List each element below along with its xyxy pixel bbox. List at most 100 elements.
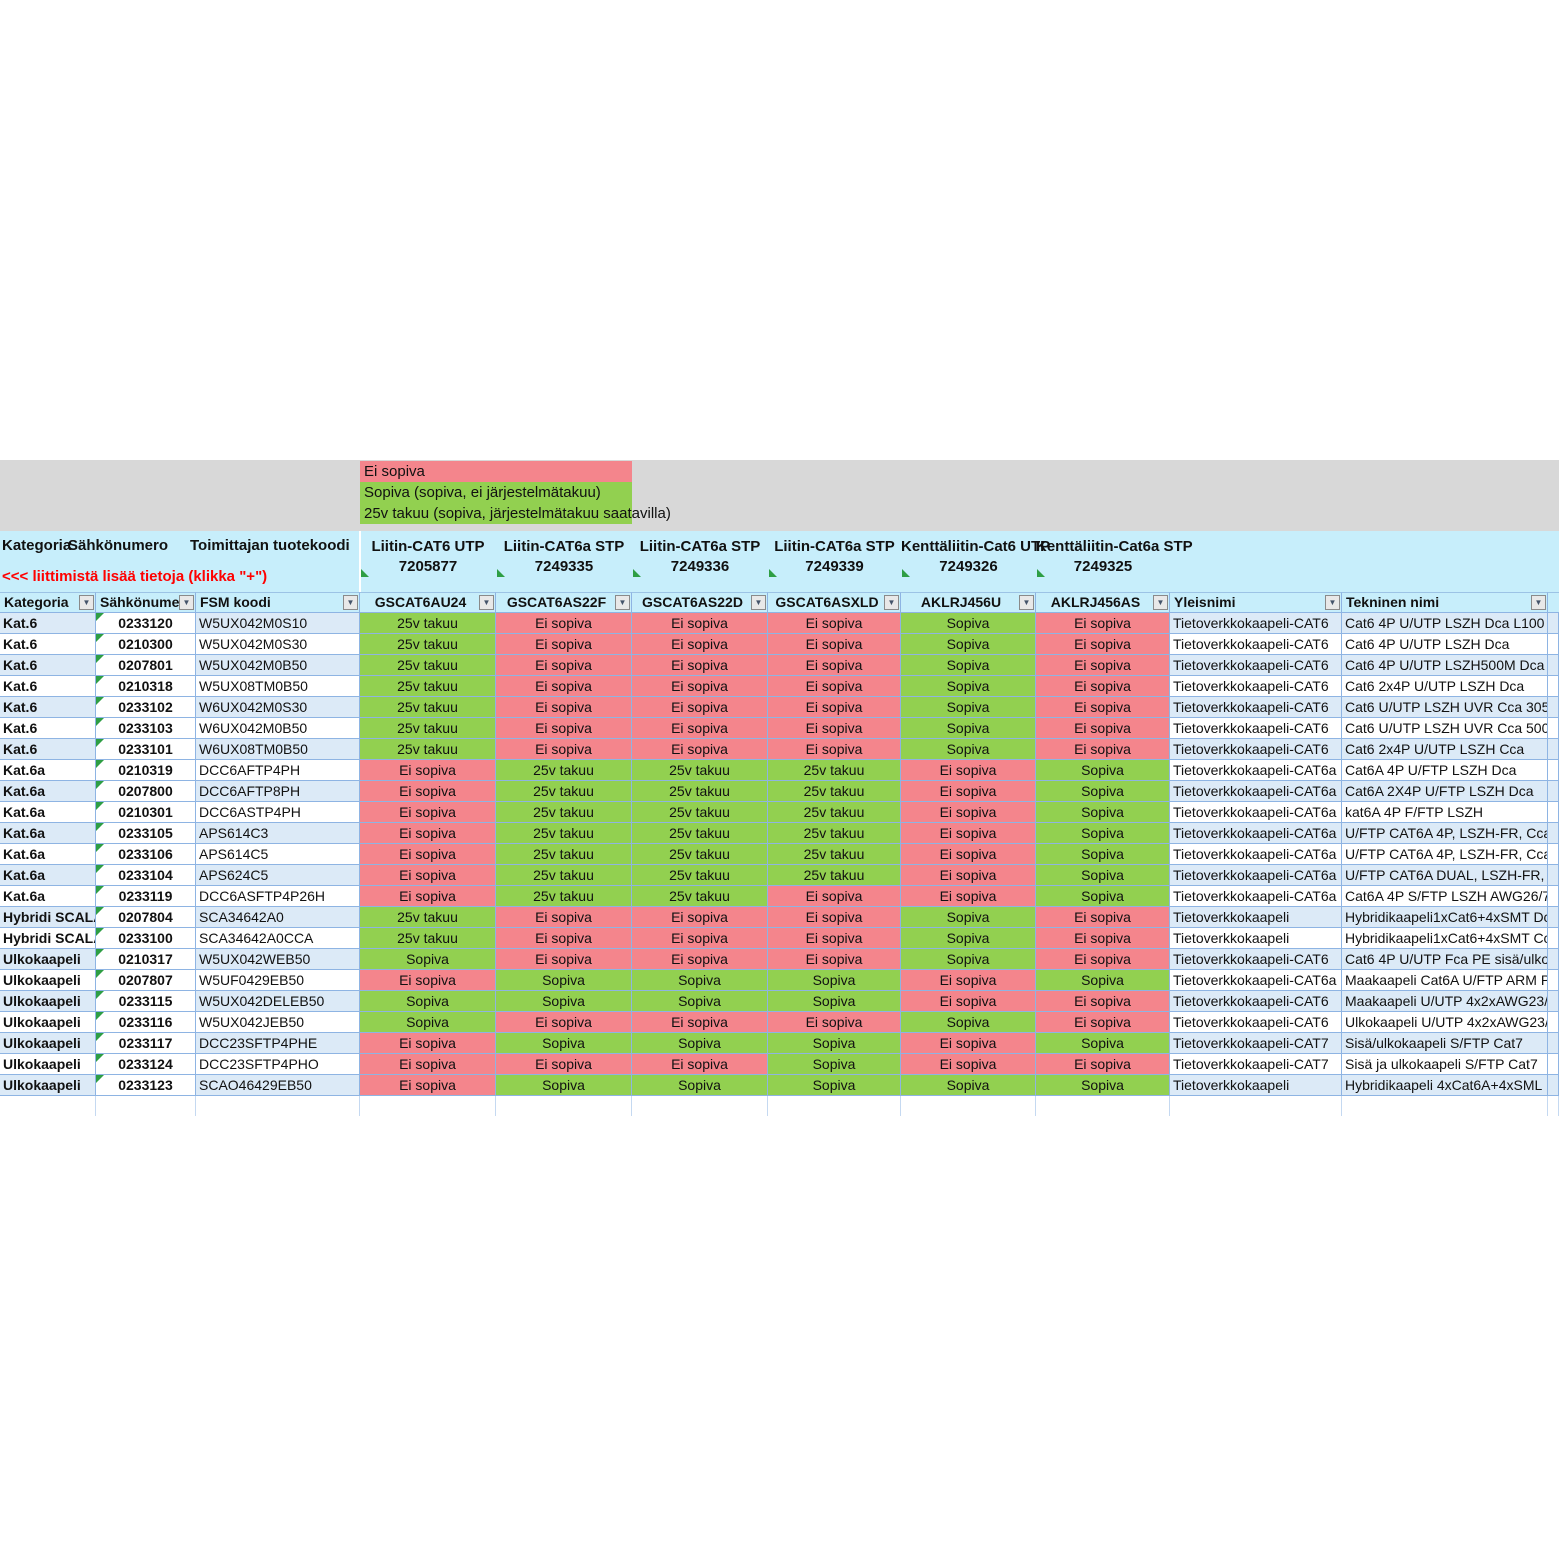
cell-category[interactable]: Kat.6a: [0, 844, 96, 865]
cell-electric-number[interactable]: 0233104: [96, 865, 196, 886]
cell-compatibility-status[interactable]: Ei sopiva: [1036, 718, 1170, 739]
cell-technical-name[interactable]: Cat6 U/UTP LSZH UVR Cca 500m: [1342, 718, 1548, 739]
cell-compatibility-status[interactable]: Ei sopiva: [901, 1033, 1036, 1054]
cell-common-name[interactable]: Tietoverkkokaapeli-CAT6: [1170, 949, 1342, 970]
cell-compatibility-status[interactable]: Sopiva: [901, 1012, 1036, 1033]
cell-electric-number[interactable]: 0233123: [96, 1075, 196, 1096]
legend-item[interactable]: Sopiva (sopiva, ei järjestelmätakuu): [360, 482, 632, 503]
filter-dropdown-button[interactable]: ▼: [343, 595, 358, 610]
cell-overflow-sliver[interactable]: [1548, 991, 1559, 1012]
cell-compatibility-status[interactable]: 25v takuu: [360, 655, 496, 676]
cell-overflow-sliver[interactable]: [1548, 655, 1559, 676]
filter-cell[interactable]: GSCAT6AS22F ▼: [496, 592, 632, 613]
cell-overflow-sliver[interactable]: [1548, 718, 1559, 739]
cell-compatibility-status[interactable]: Ei sopiva: [496, 697, 632, 718]
cell-common-name[interactable]: Tietoverkkokaapeli-CAT6: [1170, 613, 1342, 634]
cell-overflow-sliver[interactable]: [1548, 844, 1559, 865]
cell-compatibility-status[interactable]: Ei sopiva: [1036, 697, 1170, 718]
cell-electric-number[interactable]: 0233119: [96, 886, 196, 907]
cell-compatibility-status[interactable]: 25v takuu: [360, 907, 496, 928]
cell-compatibility-status[interactable]: 25v takuu: [360, 697, 496, 718]
cell-fsm-code[interactable]: W5UX08TM0B50: [196, 676, 360, 697]
cell-compatibility-status[interactable]: Ei sopiva: [360, 1033, 496, 1054]
cell-compatibility-status[interactable]: Sopiva: [768, 1075, 901, 1096]
cell-overflow-sliver[interactable]: [1548, 760, 1559, 781]
cell-compatibility-status[interactable]: Sopiva: [496, 1033, 632, 1054]
cell-category[interactable]: Kat.6: [0, 613, 96, 634]
cell-compatibility-status[interactable]: Ei sopiva: [632, 907, 768, 928]
cell-compatibility-status[interactable]: Sopiva: [1036, 823, 1170, 844]
cell-compatibility-status[interactable]: Sopiva: [901, 613, 1036, 634]
cell-compatibility-status[interactable]: Ei sopiva: [496, 613, 632, 634]
cell-category[interactable]: Kat.6a: [0, 781, 96, 802]
cell-electric-number[interactable]: 0210301: [96, 802, 196, 823]
cell-compatibility-status[interactable]: 25v takuu: [768, 760, 901, 781]
cell-common-name[interactable]: Tietoverkkokaapeli-CAT6a: [1170, 970, 1342, 991]
filter-dropdown-button[interactable]: ▼: [1019, 595, 1034, 610]
cell-category[interactable]: Hybridi SCALA: [0, 907, 96, 928]
cell-compatibility-status[interactable]: Sopiva: [632, 1033, 768, 1054]
cell-compatibility-status[interactable]: Ei sopiva: [360, 886, 496, 907]
cell-compatibility-status[interactable]: Ei sopiva: [632, 1054, 768, 1075]
cell-compatibility-status[interactable]: Ei sopiva: [1036, 634, 1170, 655]
cell-compatibility-status[interactable]: Sopiva: [1036, 865, 1170, 886]
cell-compatibility-status[interactable]: Ei sopiva: [496, 718, 632, 739]
cell-category[interactable]: Kat.6a: [0, 886, 96, 907]
header-sahkonumero-label[interactable]: Sähkönumero: [68, 537, 169, 554]
cell-compatibility-status[interactable]: Ei sopiva: [768, 886, 901, 907]
legend-item[interactable]: 25v takuu (sopiva, järjestelmätakuu saat…: [360, 503, 671, 524]
cell-compatibility-status[interactable]: Ei sopiva: [496, 928, 632, 949]
cell-compatibility-status[interactable]: Ei sopiva: [768, 739, 901, 760]
cell-technical-name[interactable]: Cat6A 4P U/FTP LSZH Dca: [1342, 760, 1548, 781]
cell-compatibility-status[interactable]: 25v takuu: [496, 886, 632, 907]
cell-common-name[interactable]: Tietoverkkokaapeli-CAT6: [1170, 739, 1342, 760]
cell-compatibility-status[interactable]: Sopiva: [496, 970, 632, 991]
cell-compatibility-status[interactable]: Ei sopiva: [632, 928, 768, 949]
cell-compatibility-status[interactable]: Ei sopiva: [768, 676, 901, 697]
cell-compatibility-status[interactable]: Ei sopiva: [768, 907, 901, 928]
cell-compatibility-status[interactable]: Ei sopiva: [768, 613, 901, 634]
cell-compatibility-status[interactable]: Ei sopiva: [632, 1012, 768, 1033]
filter-cell[interactable]: AKLRJ456U ▼: [901, 592, 1036, 613]
cell-category[interactable]: Kat.6: [0, 718, 96, 739]
cell-technical-name[interactable]: Maakaapeli Cat6A U/FTP ARM PE: [1342, 970, 1548, 991]
cell-compatibility-status[interactable]: Sopiva: [768, 1054, 901, 1075]
cell-compatibility-status[interactable]: Ei sopiva: [496, 655, 632, 676]
cell-compatibility-status[interactable]: Sopiva: [768, 970, 901, 991]
cell-compatibility-status[interactable]: Sopiva: [1036, 802, 1170, 823]
cell-compatibility-status[interactable]: Ei sopiva: [1036, 739, 1170, 760]
cell-compatibility-status[interactable]: 25v takuu: [360, 718, 496, 739]
cell-technical-name[interactable]: Sisä/ulkokaapeli S/FTP Cat7: [1342, 1033, 1548, 1054]
cell-category[interactable]: Ulkokaapeli: [0, 991, 96, 1012]
cell-compatibility-status[interactable]: Ei sopiva: [360, 970, 496, 991]
cell-compatibility-status[interactable]: Ei sopiva: [768, 718, 901, 739]
cell-compatibility-status[interactable]: 25v takuu: [360, 739, 496, 760]
cell-technical-name[interactable]: Hybridikaapeli1xCat6+4xSMT Cca: [1342, 928, 1548, 949]
cell-technical-name[interactable]: Cat6 4P U/UTP Fca PE sisä/ulko: [1342, 949, 1548, 970]
cell-compatibility-status[interactable]: Ei sopiva: [496, 676, 632, 697]
cell-compatibility-status[interactable]: 25v takuu: [360, 676, 496, 697]
cell-compatibility-status[interactable]: Ei sopiva: [901, 802, 1036, 823]
cell-compatibility-status[interactable]: 25v takuu: [632, 802, 768, 823]
cell-compatibility-status[interactable]: Ei sopiva: [1036, 949, 1170, 970]
cell-technical-name[interactable]: Hybridikaapeli 4xCat6A+4xSML: [1342, 1075, 1548, 1096]
cell-compatibility-status[interactable]: Ei sopiva: [768, 928, 901, 949]
filter-dropdown-button[interactable]: ▼: [1531, 595, 1546, 610]
cell-electric-number[interactable]: 0233124: [96, 1054, 196, 1075]
cell-compatibility-status[interactable]: Sopiva: [901, 697, 1036, 718]
cell-overflow-sliver[interactable]: [1548, 1054, 1559, 1075]
cell-common-name[interactable]: Tietoverkkokaapeli-CAT6a: [1170, 823, 1342, 844]
cell-compatibility-status[interactable]: Sopiva: [360, 991, 496, 1012]
cell-compatibility-status[interactable]: Ei sopiva: [360, 823, 496, 844]
cell-compatibility-status[interactable]: Ei sopiva: [1036, 928, 1170, 949]
cell-compatibility-status[interactable]: 25v takuu: [632, 760, 768, 781]
cell-compatibility-status[interactable]: 25v takuu: [632, 865, 768, 886]
cell-compatibility-status[interactable]: 25v takuu: [632, 844, 768, 865]
cell-category[interactable]: Ulkokaapeli: [0, 1075, 96, 1096]
cell-fsm-code[interactable]: APS624C5: [196, 865, 360, 886]
cell-compatibility-status[interactable]: Sopiva: [901, 907, 1036, 928]
cell-compatibility-status[interactable]: Ei sopiva: [496, 634, 632, 655]
cell-compatibility-status[interactable]: Ei sopiva: [632, 613, 768, 634]
cell-electric-number[interactable]: 0233106: [96, 844, 196, 865]
legend-item[interactable]: Ei sopiva: [360, 461, 632, 482]
